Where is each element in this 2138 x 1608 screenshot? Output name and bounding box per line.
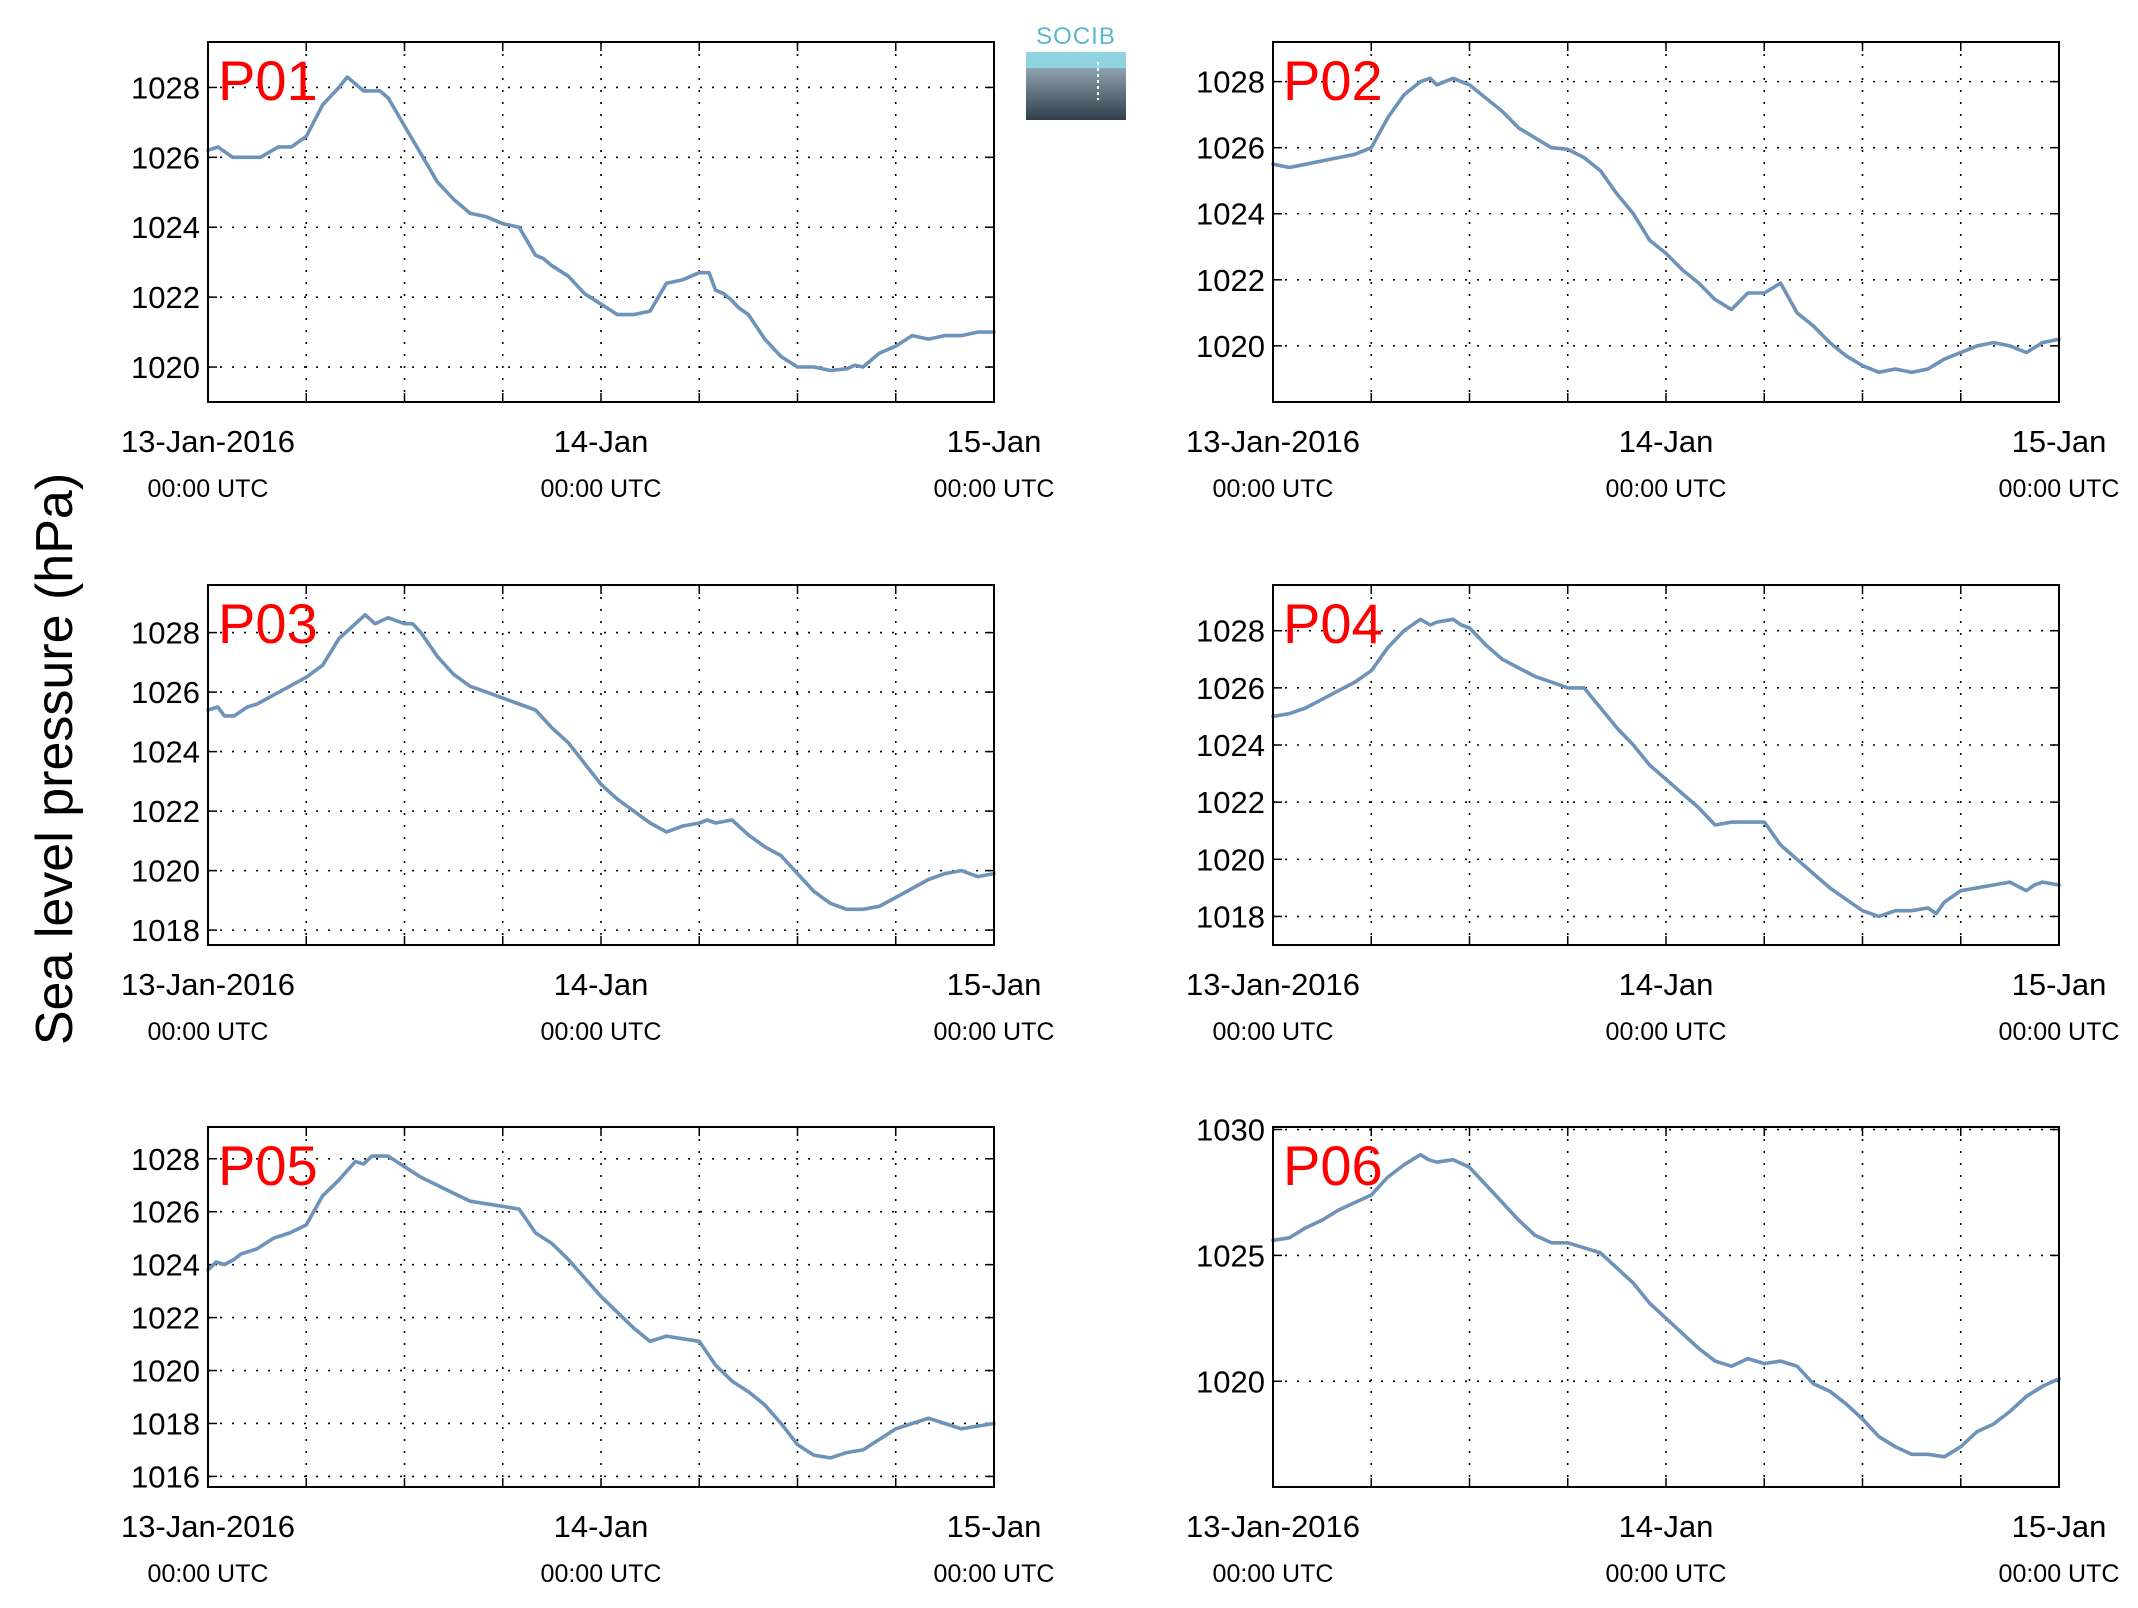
x-tick-date-label: 15-Jan [947,424,1042,459]
y-tick-label: 1028 [131,1142,200,1177]
x-tick-date-label: 13-Jan-2016 [121,967,295,1002]
panel-station-label: P05 [218,1134,318,1197]
y-tick-label: 1020 [1196,329,1265,364]
x-tick-time-label: 00:00 UTC [148,1018,269,1046]
x-tick-time-label: 00:00 UTC [1999,1018,2120,1046]
panel-station-label: P01 [218,49,318,112]
x-tick-date-label: 13-Jan-2016 [1186,424,1360,459]
y-tick-label: 1018 [131,1406,200,1441]
x-tick-time-label: 00:00 UTC [541,475,662,503]
y-tick-label: 1024 [1196,728,1265,763]
y-tick-label: 1026 [131,675,200,710]
panel-station-label: P04 [1283,592,1383,655]
x-tick-date-label: 14-Jan [1619,967,1714,1002]
x-tick-time-label: 00:00 UTC [1606,1560,1727,1588]
axes-frame [207,584,995,946]
y-tick-label: 1020 [1196,842,1265,877]
panel-station-label: P06 [1283,1134,1383,1197]
panel-station-label: P02 [1283,49,1383,112]
y-tick-label: 1018 [131,913,200,948]
y-tick-label: 1022 [1196,263,1265,298]
x-tick-time-label: 00:00 UTC [1606,1018,1727,1046]
chart-panel-p04: 1018 1020 1022 1024 1026 1028 13-Jan-2016 00:00… [1186,584,2120,1046]
x-tick-date-label: 13-Jan-2016 [1186,967,1360,1002]
x-tick-time-label: 00:00 UTC [1999,475,2120,503]
y-tick-label: 1028 [1196,65,1265,100]
x-tick-date-label: 14-Jan [554,1509,649,1544]
y-tick-label: 1022 [131,1301,200,1336]
chart-panel-p06: 1020 1025 1030 13-Jan-2016 00:00 UTC 14-Jan 00… [1186,1113,2119,1588]
y-tick-label: 1020 [131,854,200,889]
y-tick-label: 1024 [131,210,200,245]
x-tick-date-label: 14-Jan [554,424,649,459]
x-tick-time-label: 00:00 UTC [148,1560,269,1588]
y-tick-label: 1020 [131,1354,200,1389]
axes-frame [207,41,995,403]
x-tick-date-label: 14-Jan [554,967,649,1002]
y-tick-label: 1022 [1196,785,1265,820]
x-tick-time-label: 00:00 UTC [541,1560,662,1588]
pressure-series-line [1271,1152,2061,1459]
y-tick-label: 1022 [131,794,200,829]
y-tick-label: 1024 [131,735,200,770]
y-tick-label: 1028 [131,70,200,105]
x-tick-time-label: 00:00 UTC [1999,1560,2120,1588]
y-tick-label: 1025 [1196,1238,1265,1273]
x-tick-time-label: 00:00 UTC [1606,475,1727,503]
axes-frame [1272,1126,2060,1488]
y-tick-label: 1026 [1196,671,1265,706]
x-tick-date-label: 14-Jan [1619,1509,1714,1544]
x-tick-date-label: 13-Jan-2016 [121,1509,295,1544]
y-tick-label: 1026 [131,140,200,175]
y-tick-label: 1022 [131,280,200,315]
axes-frame [1272,584,2060,946]
x-tick-date-label: 15-Jan [947,967,1042,1002]
x-tick-time-label: 00:00 UTC [1213,1560,1334,1588]
y-tick-label: 1020 [1196,1364,1265,1399]
x-tick-time-label: 00:00 UTC [1213,475,1334,503]
x-tick-date-label: 14-Jan [1619,424,1714,459]
x-tick-date-label: 15-Jan [2012,1509,2107,1544]
y-tick-label: 1026 [131,1195,200,1230]
chart-panel-p01: 1020 1022 1024 1026 1028 13-Jan-2016 00:00 UTC… [121,41,1055,503]
socib-logo: SOCIB [1026,23,1126,120]
y-tick-label: 1016 [131,1459,200,1494]
chart-panel-p05: 1016 1018 1020 1022 1024 1026 1028 13-Jan-2016 0… [121,1126,1055,1588]
chart-panel-p02: 1020 1022 1024 1026 1028 13-Jan-2016 00:00 UTC… [1186,41,2120,503]
pressure-series-line [1271,617,2061,919]
y-tick-label: 1028 [1196,614,1265,649]
pressure-series-line [206,612,996,912]
x-tick-time-label: 00:00 UTC [541,1018,662,1046]
panel-station-label: P03 [218,592,318,655]
y-tick-label: 1018 [1196,899,1265,934]
x-tick-time-label: 00:00 UTC [1213,1018,1334,1046]
x-tick-time-label: 00:00 UTC [934,1018,1055,1046]
chart-panel-p03: 1018 1020 1022 1024 1026 1028 13-Jan-2016 00:00… [121,584,1055,1046]
pressure-series-line [206,1154,996,1460]
x-tick-date-label: 13-Jan-2016 [1186,1509,1360,1544]
x-tick-date-label: 15-Jan [2012,967,2107,1002]
y-tick-label: 1024 [131,1248,200,1283]
socib-logo-box [1026,68,1126,120]
y-tick-label: 1030 [1196,1113,1265,1148]
pressure-series-line [1271,76,2061,375]
y-tick-label: 1024 [1196,197,1265,232]
y-axis-title: Sea level pressure (hPa) [26,473,84,1045]
y-tick-label: 1020 [131,350,200,385]
x-tick-time-label: 00:00 UTC [148,475,269,503]
y-tick-label: 1026 [1196,131,1265,166]
socib-logo-text: SOCIB [1036,23,1116,50]
x-tick-date-label: 15-Jan [2012,424,2107,459]
y-tick-label: 1028 [131,616,200,651]
x-tick-date-label: 13-Jan-2016 [121,424,295,459]
x-tick-time-label: 00:00 UTC [934,475,1055,503]
axes-frame [207,1126,995,1488]
axes-frame [1272,41,2060,403]
socib-logo-band [1026,52,1126,72]
x-tick-time-label: 00:00 UTC [934,1560,1055,1588]
pressure-series-line [206,75,996,373]
x-tick-date-label: 15-Jan [947,1509,1042,1544]
